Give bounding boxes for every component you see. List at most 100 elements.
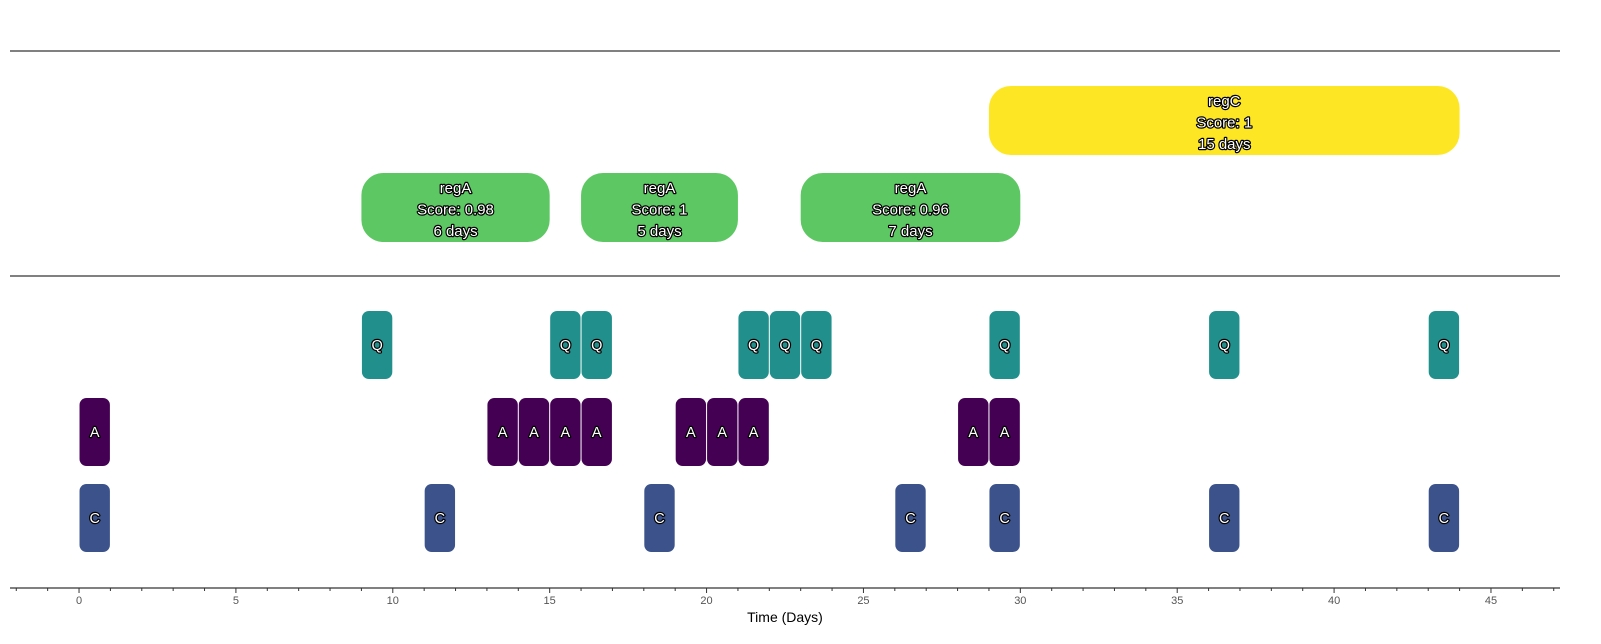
event-Q: Q [801,311,832,379]
event-label: Q [748,338,759,354]
x-tick-label: 30 [1014,595,1026,607]
event-box [550,398,581,466]
event-label: A [561,425,571,441]
event-label: Q [371,338,382,354]
x-tick-label: 5 [233,595,239,607]
event-box [1209,484,1240,552]
regimen-duration: 7 days [888,223,932,240]
event-A: A [79,398,110,466]
event-box [518,398,550,466]
panel-separators [10,50,1560,589]
event-label: Q [1219,338,1230,354]
regimen-duration: 15 days [1198,136,1251,153]
event-box [581,311,612,379]
x-tick-label: 10 [387,595,399,607]
event-label: C [999,511,1009,527]
regimen-box [581,173,738,242]
event-label: A [968,425,978,441]
x-axis: 0 5 10 15 20 25 30 35 40 45 [15,588,1555,607]
event-label: C [435,511,445,527]
event-box [1428,311,1460,379]
event-label: A [592,425,602,441]
event-label: A [529,425,539,441]
event-Q: Q [738,311,769,379]
regimen-score: Score: 0.96 [872,202,949,219]
event-label: Q [560,338,571,354]
event-box [895,484,926,552]
event-box [738,398,769,466]
event-A: A [518,398,550,466]
event-label: Q [811,338,822,354]
event-box [989,398,1020,466]
regimen-regC: regC Score: 1 15 days [988,86,1460,155]
x-tick-label: 0 [76,595,82,607]
x-tick-label: 25 [857,595,869,607]
event-Q: Q [1209,311,1240,379]
event-label: Q [779,338,790,354]
event-A: A [989,398,1020,466]
event-A: A [550,398,581,466]
event-label: A [686,425,696,441]
event-box [989,484,1020,552]
x-axis-title: Time (Days) [747,609,823,625]
event-A: A [958,398,989,466]
regimen-box [988,86,1460,155]
regimen-duration: 5 days [637,223,681,240]
event-C: C [79,484,110,552]
event-A: A [487,398,518,466]
regimen-box [800,173,1021,242]
regimen-regA: regA Score: 0.98 6 days [361,173,550,242]
regimen-score: Score: 1 [632,202,688,219]
regimen-regA: regA Score: 1 5 days [581,173,738,242]
event-A: A [675,398,707,466]
event-Q: Q [361,311,393,379]
event-Q: Q [1428,311,1460,379]
event-C: C [989,484,1020,552]
event-label: C [654,511,664,527]
event-A: A [581,398,612,466]
event-box [550,311,581,379]
event-C: C [1428,484,1460,552]
event-box [1428,484,1460,552]
event-box [801,311,832,379]
event-label: A [498,425,508,441]
event-box [738,311,769,379]
event-box [424,484,456,552]
regimen-regA: regA Score: 0.96 7 days [800,173,1021,242]
x-tick-label: 15 [544,595,556,607]
event-label: Q [999,338,1010,354]
event-C: C [644,484,675,552]
event-box [487,398,518,466]
event-Q: Q [989,311,1020,379]
regimen-box [361,173,550,242]
event-box [581,398,612,466]
event-box [958,398,989,466]
event-Q: Q [550,311,581,379]
regimen-score: Score: 0.98 [417,202,494,219]
event-label: C [905,511,915,527]
regimen-name: regA [895,180,927,197]
x-tick-label: 35 [1171,595,1183,607]
event-box [79,484,110,552]
event-label: A [90,425,100,441]
event-Q: Q [769,311,801,379]
event-label: C [1219,511,1229,527]
event-label: C [89,511,99,527]
regimen-name: regA [644,180,676,197]
regimen-name: regC [1208,93,1241,110]
event-A: A [738,398,769,466]
event-box [79,398,110,466]
event-box [644,484,675,552]
event-label: A [749,425,759,441]
event-C: C [424,484,456,552]
event-box [361,311,393,379]
x-tick-label: 40 [1328,595,1340,607]
event-Q: Q [581,311,612,379]
x-tick-label: 20 [700,595,712,607]
event-box [675,398,707,466]
event-label: Q [591,338,602,354]
regimen-name: regA [440,180,472,197]
event-box [769,311,801,379]
